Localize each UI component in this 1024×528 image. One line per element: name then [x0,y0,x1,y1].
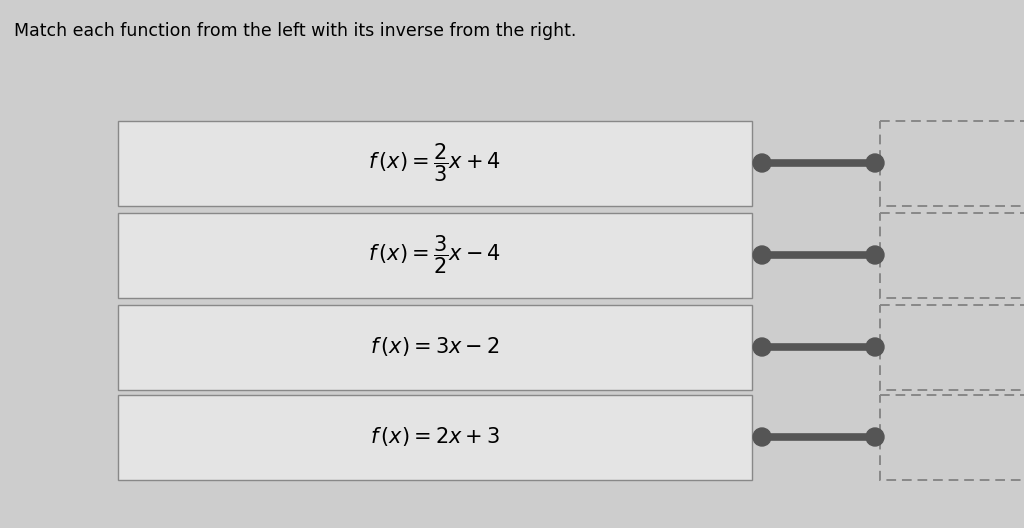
Circle shape [866,246,884,264]
FancyBboxPatch shape [118,120,752,205]
Circle shape [753,428,771,446]
FancyBboxPatch shape [880,120,1024,205]
Circle shape [866,338,884,356]
Circle shape [866,428,884,446]
FancyBboxPatch shape [880,212,1024,297]
FancyBboxPatch shape [880,394,1024,479]
FancyBboxPatch shape [880,305,1024,390]
Circle shape [753,338,771,356]
FancyBboxPatch shape [118,212,752,297]
Text: $f\,(x) = \dfrac{3}{2}x - 4$: $f\,(x) = \dfrac{3}{2}x - 4$ [369,234,502,276]
FancyBboxPatch shape [118,305,752,390]
Text: $f\,(x) = \dfrac{2}{3}x + 4$: $f\,(x) = \dfrac{2}{3}x + 4$ [369,142,502,184]
FancyBboxPatch shape [118,394,752,479]
Text: $f\,(x) = 2x + 3$: $f\,(x) = 2x + 3$ [370,426,500,448]
Text: Match each function from the left with its inverse from the right.: Match each function from the left with i… [14,22,577,40]
Text: $f\,(x) = 3x - 2$: $f\,(x) = 3x - 2$ [371,335,500,359]
Circle shape [753,154,771,172]
Circle shape [753,246,771,264]
Circle shape [866,154,884,172]
